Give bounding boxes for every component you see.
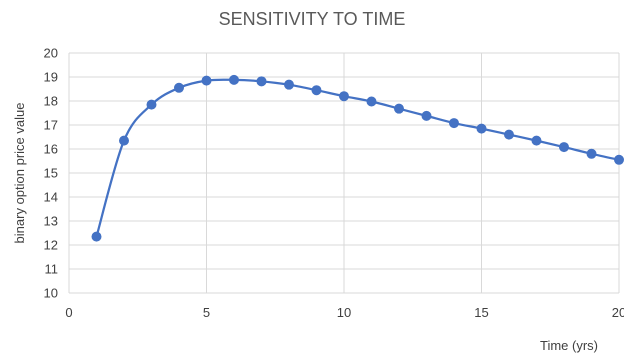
x-tick-label: 10 [337,305,351,320]
y-tick-label: 10 [44,286,58,301]
y-tick-label: 18 [44,94,58,109]
gridlines [68,52,620,294]
data-point [339,91,349,102]
y-tick-label: 12 [44,238,58,253]
data-point [284,79,294,90]
y-axis-label: binary option price value [12,103,27,244]
data-point [476,123,487,134]
y-tick-label: 14 [44,190,58,205]
data-point [174,82,184,93]
data-point [559,142,569,153]
data-point [119,135,129,146]
data-point [504,129,514,140]
data-point [394,103,404,114]
y-tick-label: 11 [45,262,59,277]
x-tick-label: 15 [474,305,488,320]
x-tick-label: 5 [203,305,210,320]
data-point [256,76,267,87]
x-tick-label: 20 [612,305,624,320]
data-point [531,135,542,146]
y-tick-label: 20 [44,46,58,61]
data-point [146,99,157,110]
y-tick-label: 17 [44,118,58,133]
chart-title: SENSITIVITY TO TIME [219,9,406,29]
data-point [614,154,624,165]
y-tick-label: 16 [44,142,58,157]
y-tick-label: 13 [44,214,58,229]
data-point [366,96,377,107]
data-point [421,110,432,121]
data-point [311,85,322,96]
data-point [586,148,597,159]
series-line [95,78,620,237]
y-tick-label: 19 [44,70,58,85]
data-point [201,75,212,86]
series-layer [91,74,624,242]
x-axis-label: Time (yrs) [540,338,598,353]
data-point [229,74,239,85]
data-point [449,118,459,129]
x-tick-label: 0 [65,305,72,320]
x-axis-ticks: 0 5 10 15 20 [65,305,624,320]
y-tick-label: 15 [44,166,58,181]
data-point [91,231,102,242]
y-axis-ticks: 10 11 12 13 14 15 16 17 18 19 20 [44,46,58,301]
